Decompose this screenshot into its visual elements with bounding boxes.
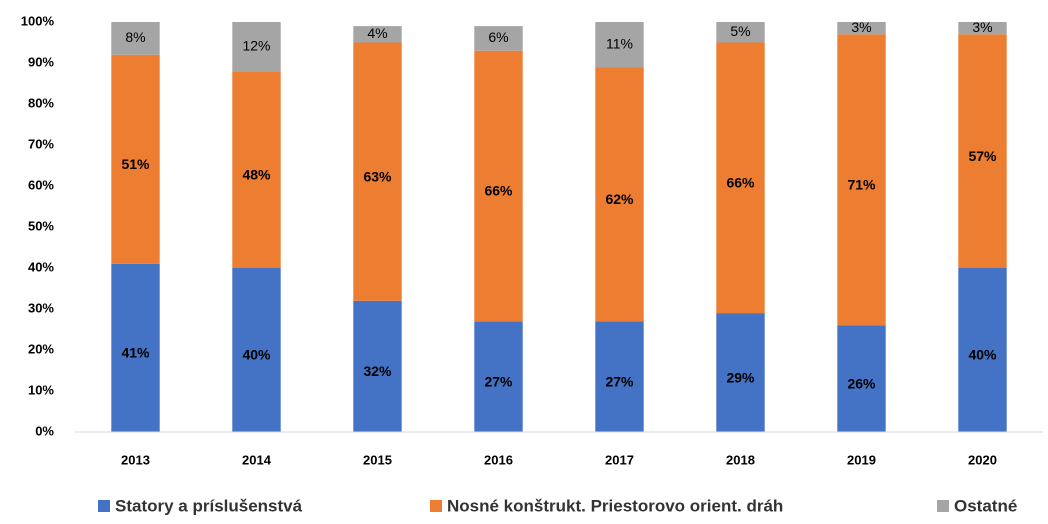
data-label: 3% <box>851 19 871 35</box>
data-label: 51% <box>121 156 150 172</box>
x-tick-label: 2016 <box>484 452 513 467</box>
bar-segment <box>353 42 402 301</box>
legend-label: Ostatné <box>954 496 1017 515</box>
bar-segment <box>111 54 160 264</box>
x-tick-label: 2018 <box>726 452 755 467</box>
data-label: 11% <box>606 35 633 51</box>
bar-segment <box>837 325 886 432</box>
legend-label: Statory a príslušenstvá <box>115 496 303 515</box>
data-label: 66% <box>484 183 513 199</box>
data-label: 62% <box>605 191 634 207</box>
data-label: 27% <box>605 373 634 389</box>
bar-segment <box>716 42 765 314</box>
bar-segment <box>595 22 644 68</box>
bar-segment <box>837 22 886 35</box>
bar-segment <box>474 321 523 432</box>
data-label: 5% <box>730 23 750 39</box>
legend-swatch <box>937 500 949 512</box>
y-tick-label: 70% <box>28 136 54 151</box>
data-label: 32% <box>363 363 392 379</box>
data-label: 29% <box>726 369 755 385</box>
data-label: 40% <box>968 347 997 363</box>
data-label: 41% <box>121 345 150 361</box>
data-label: 71% <box>847 177 876 193</box>
legend-swatch <box>430 500 442 512</box>
bar-segment <box>837 34 886 326</box>
y-tick-label: 10% <box>28 382 54 397</box>
data-label: 8% <box>125 29 145 45</box>
bar-segment <box>111 263 160 432</box>
y-tick-label: 100% <box>21 13 55 28</box>
x-tick-label: 2020 <box>968 452 997 467</box>
y-tick-label: 40% <box>28 259 54 274</box>
bar-segment <box>716 22 765 43</box>
bar-segment <box>232 268 281 432</box>
bar-segment <box>958 268 1007 432</box>
y-tick-label: 60% <box>28 177 54 192</box>
y-tick-label: 20% <box>28 341 54 356</box>
bar-segment <box>716 313 765 432</box>
bar-segment <box>474 50 523 322</box>
data-label: 26% <box>847 375 876 391</box>
x-tick-label: 2015 <box>363 452 392 467</box>
x-tick-label: 2019 <box>847 452 876 467</box>
data-label: 40% <box>242 347 271 363</box>
bar-segment <box>958 22 1007 35</box>
bar-segment <box>595 321 644 432</box>
x-tick-label: 2013 <box>121 452 150 467</box>
bar-segment <box>232 22 281 72</box>
data-label: 6% <box>488 29 508 45</box>
y-tick-label: 50% <box>28 218 54 233</box>
bar-segment <box>958 34 1007 268</box>
data-label: 48% <box>242 166 271 182</box>
data-label: 27% <box>484 373 513 389</box>
data-label: 4% <box>367 25 387 41</box>
bar-segment <box>232 71 281 268</box>
y-tick-label: 90% <box>28 54 54 69</box>
data-label: 66% <box>726 175 755 191</box>
bar-segment <box>353 300 402 432</box>
bar-segment <box>111 22 160 55</box>
x-tick-label: 2017 <box>605 452 634 467</box>
y-tick-label: 0% <box>35 423 54 438</box>
x-tick-label: 2014 <box>242 452 272 467</box>
y-tick-label: 80% <box>28 95 54 110</box>
bar-segment <box>595 67 644 322</box>
data-label: 63% <box>363 168 392 184</box>
data-label: 57% <box>968 148 997 164</box>
legend-label: Nosné konštrukt. Priestorovo orient. drá… <box>447 496 783 515</box>
legend-swatch <box>98 500 110 512</box>
data-label: 12% <box>242 37 270 53</box>
bar-segment <box>353 26 402 43</box>
data-label: 3% <box>972 19 992 35</box>
y-tick-label: 30% <box>28 300 54 315</box>
bar-segment <box>474 26 523 51</box>
